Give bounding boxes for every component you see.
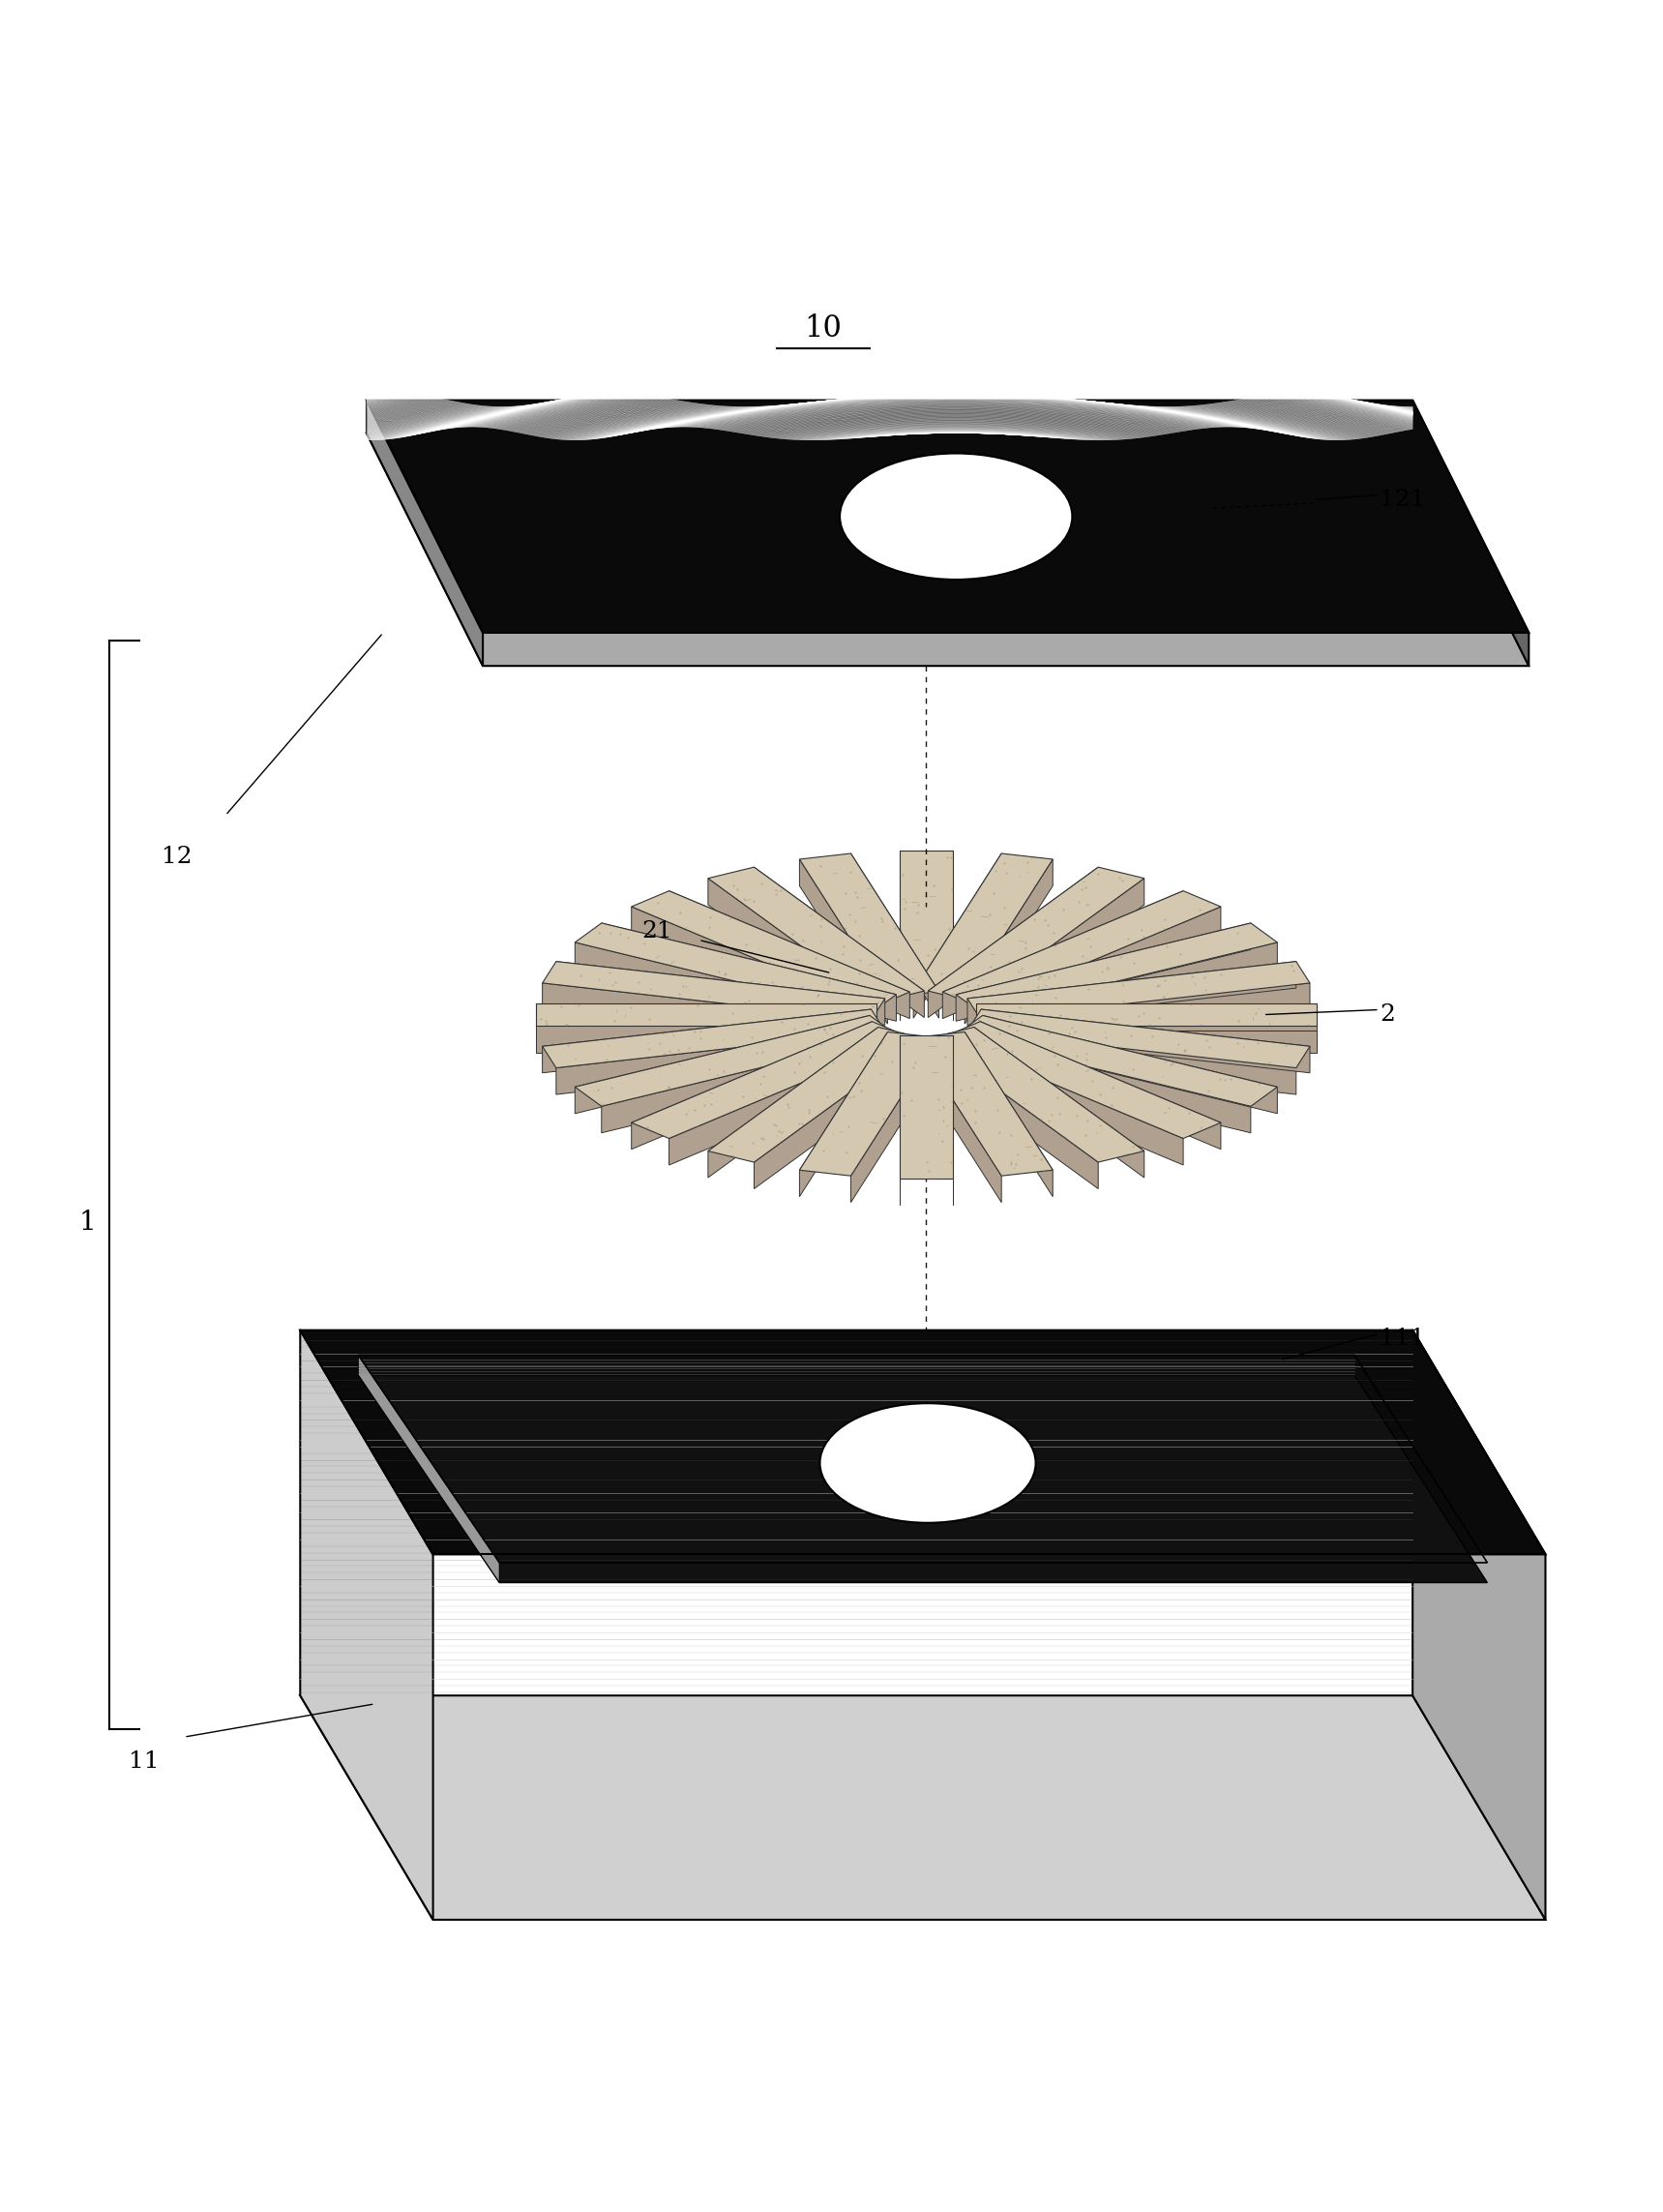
- Polygon shape: [981, 982, 1310, 1046]
- Polygon shape: [975, 878, 1144, 1029]
- Polygon shape: [851, 854, 940, 1018]
- Polygon shape: [956, 1015, 1277, 1106]
- Polygon shape: [968, 1031, 1295, 1095]
- Polygon shape: [913, 854, 1001, 1018]
- Polygon shape: [928, 1037, 1098, 1188]
- Polygon shape: [968, 962, 1310, 1020]
- Polygon shape: [575, 922, 896, 1013]
- Polygon shape: [632, 1022, 871, 1150]
- Polygon shape: [555, 962, 885, 1024]
- Text: 2: 2: [1379, 1004, 1395, 1026]
- Polygon shape: [928, 1026, 1144, 1161]
- Polygon shape: [575, 1015, 870, 1113]
- Polygon shape: [632, 891, 910, 1009]
- Polygon shape: [851, 1037, 940, 1203]
- Polygon shape: [708, 1026, 925, 1161]
- Polygon shape: [965, 1033, 1053, 1197]
- Polygon shape: [366, 400, 482, 666]
- Polygon shape: [358, 1376, 1487, 1582]
- Polygon shape: [965, 858, 1053, 1024]
- Polygon shape: [708, 867, 925, 1002]
- Polygon shape: [575, 1015, 896, 1106]
- Polygon shape: [301, 1329, 432, 1920]
- Polygon shape: [928, 867, 1098, 1018]
- Ellipse shape: [840, 453, 1073, 580]
- Polygon shape: [542, 982, 871, 1046]
- Polygon shape: [602, 922, 896, 1022]
- Polygon shape: [542, 1009, 885, 1068]
- Polygon shape: [943, 891, 1184, 1018]
- Polygon shape: [1412, 400, 1528, 666]
- Polygon shape: [535, 1004, 876, 1031]
- Polygon shape: [900, 1035, 953, 1179]
- Polygon shape: [975, 1026, 1144, 1177]
- Polygon shape: [1412, 1329, 1545, 1920]
- Polygon shape: [301, 1329, 1545, 1555]
- Polygon shape: [913, 854, 1053, 998]
- Polygon shape: [358, 1356, 499, 1582]
- Polygon shape: [632, 1022, 910, 1139]
- Polygon shape: [753, 867, 925, 1018]
- Polygon shape: [983, 942, 1277, 1040]
- Polygon shape: [900, 852, 953, 993]
- Polygon shape: [800, 1033, 940, 1177]
- Polygon shape: [956, 1035, 1251, 1133]
- Polygon shape: [366, 434, 1528, 666]
- Text: 21: 21: [642, 920, 672, 942]
- Polygon shape: [542, 1009, 871, 1073]
- Polygon shape: [956, 922, 1251, 1022]
- Polygon shape: [602, 1035, 896, 1133]
- Polygon shape: [800, 854, 940, 998]
- Polygon shape: [943, 891, 1221, 1009]
- Polygon shape: [575, 942, 870, 1040]
- Polygon shape: [980, 907, 1221, 1035]
- Polygon shape: [956, 922, 1277, 1013]
- Polygon shape: [976, 1026, 1317, 1053]
- Polygon shape: [708, 1026, 878, 1177]
- Polygon shape: [669, 1037, 910, 1166]
- Polygon shape: [800, 858, 888, 1024]
- Polygon shape: [913, 1037, 1001, 1203]
- Polygon shape: [542, 962, 885, 1020]
- Polygon shape: [535, 1026, 876, 1053]
- Text: 121: 121: [1379, 489, 1425, 511]
- Text: 1: 1: [80, 1210, 96, 1234]
- Polygon shape: [980, 1022, 1221, 1150]
- Polygon shape: [753, 1037, 925, 1188]
- Polygon shape: [800, 1033, 888, 1197]
- Polygon shape: [913, 1033, 1053, 1177]
- Polygon shape: [943, 1037, 1184, 1166]
- Polygon shape: [968, 1009, 1310, 1068]
- Text: 11: 11: [128, 1752, 160, 1774]
- Polygon shape: [366, 400, 1528, 633]
- Text: 10: 10: [805, 314, 841, 343]
- Polygon shape: [708, 878, 878, 1029]
- Polygon shape: [535, 1004, 876, 1026]
- Polygon shape: [301, 1697, 1545, 1920]
- Polygon shape: [632, 907, 871, 1035]
- Text: 111: 111: [1379, 1327, 1425, 1349]
- Polygon shape: [981, 1009, 1310, 1073]
- Polygon shape: [555, 1031, 885, 1095]
- Polygon shape: [928, 867, 1144, 1002]
- Polygon shape: [976, 1004, 1317, 1026]
- Polygon shape: [669, 891, 910, 1018]
- Ellipse shape: [820, 1402, 1036, 1522]
- Polygon shape: [983, 1015, 1277, 1113]
- Polygon shape: [943, 1022, 1221, 1139]
- Text: 12: 12: [161, 845, 193, 867]
- Polygon shape: [976, 1004, 1317, 1031]
- Polygon shape: [968, 962, 1295, 1024]
